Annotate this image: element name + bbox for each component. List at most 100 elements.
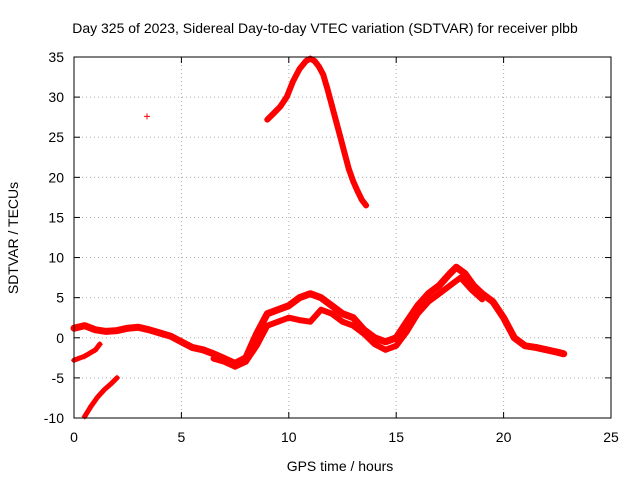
x-tick-label: 20 <box>496 429 512 445</box>
x-tick-label: 15 <box>388 429 404 445</box>
lower-band-point <box>275 318 282 325</box>
high-arc-point <box>363 202 370 209</box>
high-arc-trace <box>264 55 370 209</box>
early-short-point <box>92 346 99 353</box>
high-arc-point <box>320 71 327 78</box>
main-band-point <box>522 342 529 349</box>
high-arc-point <box>290 78 297 85</box>
main-band-point <box>393 334 400 341</box>
early-rise-point <box>107 381 114 388</box>
main-band-point <box>135 324 142 331</box>
main-band-point <box>382 338 389 345</box>
outlier-point <box>144 113 150 120</box>
lower-band-point <box>221 358 228 365</box>
y-tick-label: 35 <box>48 49 64 65</box>
high-arc-point <box>345 166 352 173</box>
lower-band-point <box>468 286 475 293</box>
main-band-point <box>81 322 88 329</box>
lower-band-point <box>307 318 314 325</box>
high-arc-point <box>354 188 361 194</box>
x-tick-label: 10 <box>281 429 297 445</box>
high-arc-point <box>324 86 331 93</box>
lower-band-point <box>425 298 432 305</box>
lower-band-point <box>318 306 324 313</box>
main-band-point <box>500 314 507 321</box>
main-band-trace <box>70 263 568 367</box>
main-band-point <box>560 350 567 357</box>
main-band-point <box>146 326 153 333</box>
early-rise-point <box>94 394 101 401</box>
y-tick-label: 20 <box>48 169 64 185</box>
high-arc-point <box>333 118 340 125</box>
high-arc-point <box>264 116 271 123</box>
lower-band-point <box>328 310 335 317</box>
plot-frame <box>73 56 612 419</box>
high-arc-point <box>311 58 318 64</box>
y-tick-label: 30 <box>48 89 64 105</box>
lower-band-point <box>457 274 464 281</box>
lower-band-point <box>232 363 239 370</box>
main-band-point <box>403 318 410 325</box>
lower-band-point <box>361 330 367 337</box>
high-arc-point <box>277 103 284 110</box>
lower-band-point <box>371 341 378 348</box>
high-arc-point <box>270 110 277 117</box>
lower-band-point <box>403 328 410 335</box>
early-rise-point <box>101 386 108 393</box>
x-tick-label: 25 <box>603 429 619 445</box>
y-tick-label: -5 <box>52 370 65 386</box>
main-band-point <box>339 310 346 317</box>
high-arc-point <box>283 94 290 101</box>
y-tick-label: 25 <box>48 129 64 145</box>
high-arc-point <box>350 178 357 185</box>
high-arc-point <box>358 196 365 203</box>
main-band-point <box>461 270 468 277</box>
grid <box>74 57 611 418</box>
main-band-point <box>296 294 303 301</box>
y-tick-label: 0 <box>56 330 64 346</box>
main-band-point <box>253 330 260 337</box>
lower-band-point <box>446 282 453 289</box>
x-axis-label: GPS time / hours <box>287 458 394 474</box>
early-rise-point <box>88 403 95 409</box>
lower-band-point <box>479 296 486 303</box>
early-rise-point <box>114 374 120 381</box>
lower-band-point <box>339 318 346 325</box>
lower-band-point <box>242 358 249 365</box>
main-band-point <box>328 302 335 309</box>
main-band-point <box>307 290 314 297</box>
high-arc-point <box>303 58 309 64</box>
main-band-point <box>285 302 292 309</box>
main-band-point <box>199 346 206 353</box>
main-band-point <box>479 290 486 297</box>
early-short-point <box>96 341 103 348</box>
main-band-point <box>264 310 271 317</box>
high-arc-point <box>296 66 303 72</box>
high-arc-point <box>315 63 322 70</box>
main-band-point <box>318 294 324 301</box>
main-band-point <box>511 334 518 341</box>
main-band-point <box>189 344 196 351</box>
main-band-point <box>114 327 120 334</box>
lower-band-point <box>296 317 303 324</box>
main-band-point <box>436 282 443 289</box>
main-band-point <box>275 306 282 313</box>
main-band-point <box>92 326 99 333</box>
lower-band-trace <box>210 274 486 370</box>
lower-band-point <box>350 322 357 329</box>
main-band-point <box>167 333 174 340</box>
main-band-point <box>414 302 421 309</box>
main-band-point <box>470 282 477 289</box>
high-arc-point <box>328 102 335 109</box>
lower-band-point <box>393 342 400 349</box>
y-tick-label: -10 <box>44 410 64 426</box>
main-band-point <box>446 270 453 277</box>
high-arc-point <box>341 150 348 157</box>
lower-band-point <box>210 355 217 362</box>
main-band-point <box>350 314 357 321</box>
main-band-point <box>425 290 432 297</box>
main-band-point <box>178 338 185 345</box>
main-band-point <box>489 298 496 305</box>
main-band-point <box>532 344 539 351</box>
